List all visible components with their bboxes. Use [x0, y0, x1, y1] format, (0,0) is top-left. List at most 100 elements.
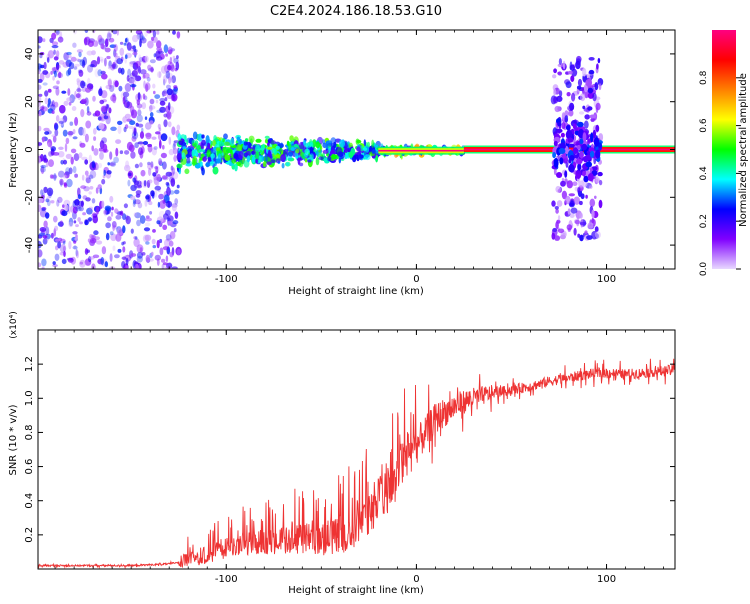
spectrogram-cell — [172, 55, 176, 60]
spectrogram-cell — [244, 138, 249, 142]
spectrogram-cell — [594, 82, 599, 91]
spectrogram-cell — [85, 177, 92, 184]
spectrogram-cell — [155, 99, 159, 104]
spectrogram-cell — [139, 162, 143, 168]
spectrogram-cell — [101, 90, 108, 99]
spectrogram-cell — [185, 153, 191, 159]
spectrogram-cell — [572, 181, 578, 186]
spectrogram-cell — [309, 146, 314, 156]
spectrogram-cell — [114, 59, 119, 65]
spectrogram-cell — [566, 92, 571, 97]
spectrogram-cell — [144, 234, 152, 241]
spectrogram-cell — [82, 212, 86, 216]
spectrogram-cell — [88, 174, 94, 180]
spectrogram-cell — [57, 196, 63, 203]
spectrogram-cell — [173, 228, 177, 233]
spectrogram-cell — [44, 131, 50, 135]
spectrogram-cell — [165, 256, 169, 264]
spectrogram-cell — [375, 154, 379, 163]
spectrogram-cell — [339, 139, 345, 148]
spectrogram-cell — [78, 194, 82, 200]
spectrogram-cell — [68, 240, 72, 250]
spectrogram-cell — [97, 162, 103, 169]
spectrogram-cell — [38, 262, 42, 268]
spectrogram-cell — [171, 88, 178, 95]
spectrogram-cell — [38, 249, 43, 258]
spectrogram-cell — [262, 143, 265, 151]
spectrogram-cell — [176, 248, 181, 256]
spectrogram-cell — [102, 143, 108, 153]
spectrogram-cell — [163, 78, 166, 86]
spectrogram-cell — [553, 68, 557, 74]
spectrogram-cell — [59, 244, 67, 253]
spectrogram-cell — [333, 141, 337, 148]
spectrogram-cell — [202, 156, 207, 162]
spectrogram-cell — [588, 147, 595, 153]
spectrogram-cell — [89, 186, 94, 190]
spectrogram-cell — [112, 61, 116, 69]
spectrogram-cell — [577, 162, 582, 171]
snr-y-multiplier: (x10⁴) — [9, 311, 19, 338]
spectrogram-cell — [271, 147, 276, 154]
spectrogram-cell — [54, 253, 60, 261]
spectrogram-cell — [255, 151, 260, 159]
spectrogram-cell — [576, 121, 584, 128]
spectrogram-cell — [122, 246, 126, 253]
spectrogram-cell — [553, 168, 557, 176]
spectrogram-cell — [96, 56, 101, 65]
spectrogram-cell — [78, 152, 83, 159]
spectrogram-cell — [133, 180, 140, 186]
spectrogram-cell — [51, 41, 59, 46]
spectrogram-cell — [163, 119, 168, 128]
spectrogram-cell — [151, 36, 155, 42]
spectrogram-cell — [561, 112, 566, 121]
spectrogram-cell — [104, 261, 109, 268]
spectrogram-cell — [65, 70, 70, 77]
spectrogram-cell — [124, 102, 128, 108]
spectrogram-cell — [589, 114, 596, 119]
spectrogram-cell — [43, 186, 48, 194]
spectrogram-cell — [238, 150, 244, 160]
spectrogram-region — [38, 30, 182, 269]
spectrogram-cell — [167, 64, 172, 71]
spectrogram-cell — [172, 220, 179, 225]
colorbar: 0.0 0.2 0.4 0.6 0.8 Normalized spectral ampl… — [699, 30, 749, 276]
spectrogram-cell — [41, 136, 45, 143]
spectrogram-cell — [142, 72, 150, 79]
spectrogram-cell — [175, 61, 180, 71]
spectrogram-cell — [166, 111, 172, 120]
spectrogram-cell — [182, 146, 187, 150]
spectrogram-cell — [164, 97, 168, 102]
spectrogram-cell — [158, 193, 165, 200]
spectrogram-cell — [139, 181, 142, 186]
spectrogram-cell — [138, 147, 143, 156]
spectrogram-cell — [552, 152, 556, 159]
spectrogram-cell — [553, 157, 559, 168]
spectrogram-cell — [169, 231, 176, 240]
spectrogram-cell — [595, 149, 601, 159]
spectrogram-cell — [132, 44, 137, 52]
spectrogram-cell — [161, 90, 165, 98]
spectrogram-cell — [560, 180, 566, 187]
spectrogram-cell — [137, 141, 144, 145]
spectrogram-cell — [139, 38, 142, 48]
spectrogram-cell — [171, 126, 176, 136]
spectrogram-cell — [93, 148, 99, 156]
spectrogram-cell — [63, 100, 69, 106]
spectrogram-cell — [91, 50, 96, 56]
spectrogram-cell — [39, 227, 47, 232]
spectrogram-cell — [80, 98, 87, 105]
spectrogram-cell — [45, 226, 50, 236]
spectrogram-cell — [38, 99, 41, 108]
spectrogram-cell — [57, 36, 64, 43]
spectrogram-cell — [344, 147, 348, 153]
spectrogram-cell — [39, 72, 45, 82]
spectrogram-cell — [148, 167, 152, 176]
spectrogram-cell — [552, 227, 558, 233]
spectrogram-cell — [596, 63, 599, 70]
spectrogram-cell — [564, 170, 568, 178]
spectrogram-cell — [579, 234, 584, 242]
spectrogram-cell — [70, 56, 77, 62]
spectrogram-cell — [72, 42, 77, 48]
colorbar-tick-label: 0.0 — [699, 262, 709, 277]
